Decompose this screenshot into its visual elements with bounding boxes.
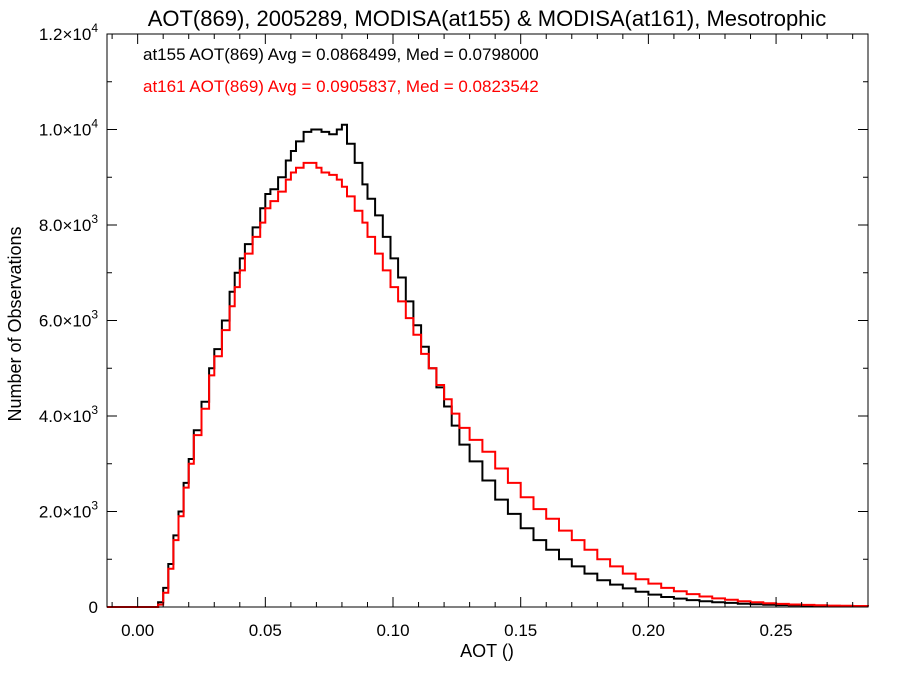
x-tick-label: 0.05 xyxy=(249,621,282,640)
y-tick-label: 1.2×104 xyxy=(39,21,98,44)
x-tick-label: 0.15 xyxy=(504,621,537,640)
y-tick-label: 0 xyxy=(89,598,98,617)
series-layer xyxy=(107,123,869,608)
x-tick-label: 0.10 xyxy=(376,621,409,640)
y-axis: 0 2.0×103 4.0×103 6.0×103 8.0×103 1.0×104 1.2×… xyxy=(39,21,868,617)
series-line-1 xyxy=(107,161,869,608)
x-tick-label: 0.20 xyxy=(632,621,665,640)
stats-annotation-at155: at155 AOT(869) Avg = 0.0868499, Med = 0.… xyxy=(143,45,539,64)
x-tick-label: 0.00 xyxy=(121,621,154,640)
x-axis: 0.00 0.05 0.10 0.15 0.20 0.25 xyxy=(111,34,854,640)
y-axis-label: Number of Observations xyxy=(5,226,25,421)
y-tick-label: 4.0×103 xyxy=(39,403,98,426)
y-tick-label: 8.0×103 xyxy=(39,212,98,235)
x-tick-label: 0.25 xyxy=(760,621,793,640)
y-tick-label: 1.0×104 xyxy=(39,117,98,140)
y-tick-label: 6.0×103 xyxy=(39,308,98,331)
y-tick-label: 2.0×103 xyxy=(39,499,98,522)
x-axis-label: AOT () xyxy=(460,641,514,661)
stats-annotation-at161: at161 AOT(869) Avg = 0.0905837, Med = 0.… xyxy=(143,77,539,96)
chart-title: AOT(869), 2005289, MODISA(at155) & MODIS… xyxy=(148,6,827,31)
